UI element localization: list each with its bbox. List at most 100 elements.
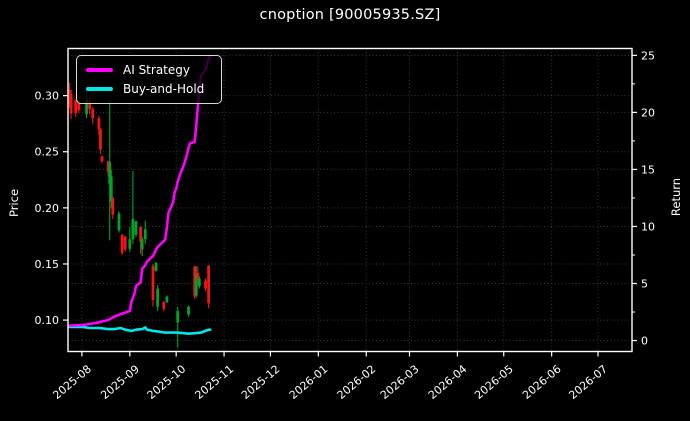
return-tick-label: 20 [641,106,655,119]
candle [109,169,113,208]
candle-body-down [120,234,124,253]
candle-body-down [204,280,207,289]
candle-body-up [85,99,88,115]
price-tick-label: 0.30 [35,90,60,103]
candle-body-up [143,229,147,240]
price-tick-label: 0.15 [35,258,60,271]
candle [69,90,73,120]
candle [99,128,102,154]
candle-body-up [194,275,198,296]
candle-body-down [77,102,81,111]
candle [117,211,121,233]
candle-body-down [123,236,127,250]
x-tick-label: 2026-07 [567,362,611,402]
x-tick-label: 2026-03 [378,362,422,402]
candle [139,226,143,254]
x-tick-label: 2025-10 [145,362,189,402]
x-tick-label: 2025-11 [193,362,237,402]
candle-body-down [106,161,110,172]
ai-strategy-line [68,55,212,328]
x-tick-label: 2026-04 [426,362,470,402]
candle-body-up [134,221,138,235]
candle [128,226,132,252]
candle-body-down [100,156,104,162]
x-tick-label: 2026-06 [520,362,564,402]
candle [197,276,201,289]
price-tick-label: 0.20 [35,202,60,215]
buy-and-hold-line-swatch [86,87,113,91]
candle-body-up [109,176,113,202]
axes [63,47,637,357]
candle [111,196,115,220]
candle-body-up [165,296,169,303]
return-tick-label: 15 [641,163,655,176]
chart-title: cnoption [90005935.SZ] [259,7,441,23]
x-tick-label: 2025-09 [98,362,142,402]
candle-body-down [68,90,71,105]
x-tick-label: 2026-02 [335,362,379,402]
return-tick-label: 0 [641,335,648,348]
candle [120,233,124,255]
candle [123,235,127,252]
x-tick-label: 2026-01 [287,362,331,402]
candle-body-down [88,100,92,110]
buy-and-hold-line [68,325,212,336]
candle [131,170,135,244]
return-tick-label: 25 [641,49,655,62]
candle [68,82,71,108]
candle-body-down [193,266,197,297]
candle [165,295,169,304]
candle-body-down [151,266,155,300]
legend: AI Strategy Buy-and-Hold [76,55,222,104]
candle-body-up [108,162,112,184]
candle-body-down [139,226,143,242]
candle-body-down [162,302,166,309]
candle [162,301,166,312]
candle [194,266,198,298]
price-tick-label: 0.25 [35,146,60,159]
candle [91,106,95,125]
return-axis-label: Return [669,177,683,217]
candle [151,263,155,307]
x-tick-label: 2026-05 [472,362,516,402]
x-tick-label: 2025-12 [239,362,283,402]
candle-body-down [74,99,78,114]
plot-border [67,47,633,353]
candle-body-up [176,311,180,323]
legend-label: Buy-and-Hold [123,82,205,96]
legend-label: AI Strategy [123,63,190,77]
candle [207,265,211,309]
candle-body-down [196,272,200,280]
candle [108,100,112,241]
candle [97,115,101,135]
candle [196,266,200,284]
candle [156,285,160,312]
candle-body-down [207,265,211,304]
candle [100,156,104,163]
candle [134,220,138,238]
candle-body-up [140,239,144,250]
candle-body-down [99,129,102,150]
candle-body-up [187,306,190,315]
price-tick-label: 0.10 [35,314,60,327]
return-tick-label: 5 [641,278,648,291]
candle-body-up [131,219,135,240]
candle [204,278,207,291]
candle-body-up [197,278,201,287]
candle-body-up [154,262,158,271]
price-axis-label: Price [7,188,21,218]
candle [187,305,190,317]
candle-body-up [156,288,160,307]
candle-body-down [69,93,73,114]
candle [176,306,180,348]
legend-item-ai-strategy: AI Strategy [86,63,211,77]
candle-body-down [97,118,101,130]
legend-item-buy-and-hold: Buy-and-Hold [86,82,211,96]
candle-body-up [117,213,121,231]
candle [140,237,144,257]
candle [193,266,197,299]
candle-body-up [128,239,132,249]
candlesticks-layer [68,82,211,348]
